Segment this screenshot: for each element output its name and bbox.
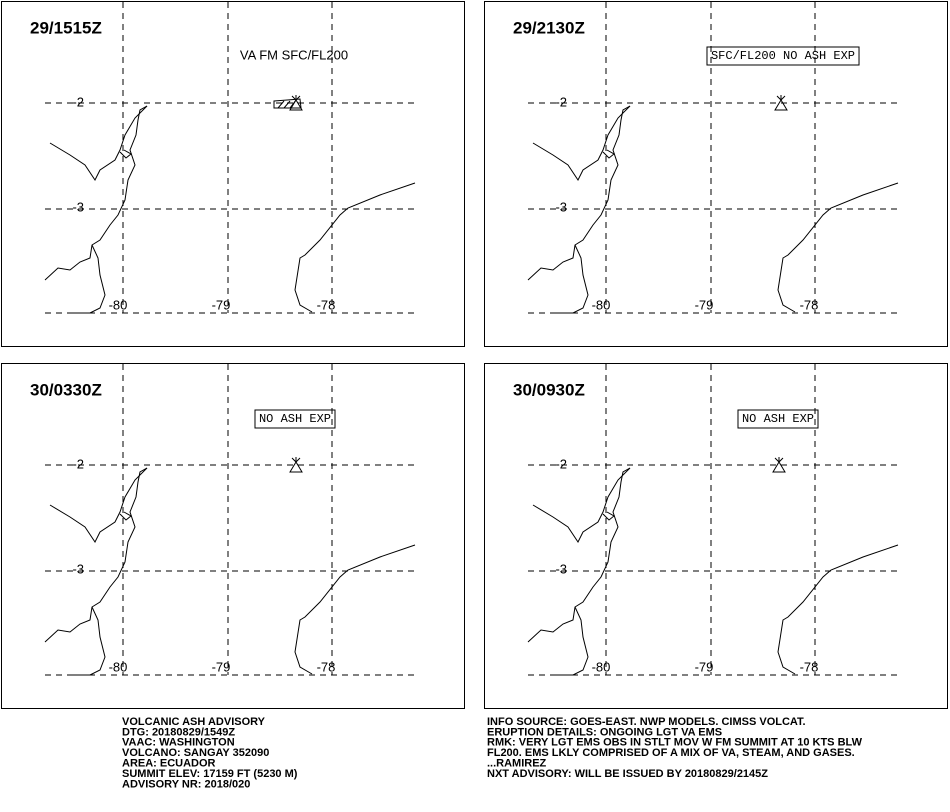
advisory-line: NXT ADVISORY: WILL BE ISSUED BY 20180829… (487, 768, 768, 780)
lon-label: -80 (592, 659, 611, 674)
coastline (555, 606, 589, 676)
advisory-line: VOLCANIC ASH ADVISORY (122, 716, 266, 728)
map-panel: 29/1515Z -2 -3 -80 -79 -78 VA FM SFC/FL200 (1, 1, 465, 347)
coastline (294, 182, 416, 313)
lon-label: -80 (592, 297, 611, 312)
map-panel: 30/0330Z -2 -3 -80 -79 -78 NO ASH EXP (1, 363, 465, 709)
panel-frame (1, 1, 465, 347)
volcano-icon (774, 95, 788, 111)
coastline (555, 244, 589, 314)
lat-label: -3 (555, 561, 567, 576)
ash-annotation: NO ASH EXP (259, 412, 331, 426)
ash-area (273, 98, 302, 109)
coastline (532, 105, 631, 181)
valid-time: 29/1515Z (30, 18, 102, 37)
advisory-line: ERUPTION DETAILS: ONGOING LGT VA EMS (487, 726, 722, 738)
annotation-box (706, 46, 860, 66)
valid-time: 30/0330Z (30, 380, 102, 399)
coastline (72, 606, 106, 676)
coastline (44, 105, 148, 281)
coastline (777, 544, 899, 675)
coastline (44, 467, 148, 643)
lon-label: -79 (695, 659, 714, 674)
valid-time: 30/0930Z (513, 380, 585, 399)
lon-label: -80 (109, 297, 128, 312)
lon-label: -80 (109, 659, 128, 674)
lat-label: -2 (72, 456, 84, 471)
annotation-box (254, 409, 336, 429)
advisory-line: INFO SOURCE: GOES-EAST. NWP MODELS. CIMS… (487, 716, 806, 728)
advisory-line: ADVISORY NR: 2018/020 (122, 778, 250, 790)
coastline (294, 544, 416, 675)
map-panel: 29/2130Z -2 -3 -80 -79 -78 SFC/FL200 NO ASH EX… (484, 1, 948, 347)
volcano-icon (772, 457, 786, 473)
lat-label: -2 (555, 94, 567, 109)
lat-label: -2 (555, 456, 567, 471)
coastline (49, 467, 148, 543)
annotation-box (737, 409, 819, 429)
coastline (119, 149, 132, 159)
advisory-line: DTG: 20180829/1549Z (122, 726, 235, 738)
volcano-icon (289, 457, 303, 473)
advisory-line: VOLCANO: SANGAY 352090 (122, 747, 269, 759)
valid-time: 29/2130Z (513, 18, 585, 37)
lon-label: -78 (317, 297, 336, 312)
ash-annotation: SFC/FL200 NO ASH EXP (711, 49, 855, 63)
advisory-line: RMK: VERY LGT EMS OBS IN STLT MOV W FM S… (487, 737, 863, 749)
coastline (777, 182, 899, 313)
panel-frame (484, 1, 948, 347)
panel-frame (1, 363, 465, 709)
coastline (532, 467, 631, 543)
ash-annotation: VA FM SFC/FL200 (240, 47, 348, 62)
ash-annotation: NO ASH EXP (742, 412, 814, 426)
coastline (119, 511, 132, 521)
map-panel: 30/0930Z -2 -3 -80 -79 -78 NO ASH EXP (484, 363, 948, 709)
coastline (527, 467, 631, 643)
coastline (527, 105, 631, 281)
advisory-line: AREA: ECUADOR (122, 758, 216, 770)
coastline (72, 244, 106, 314)
panel-frame (484, 363, 948, 709)
lon-label: -79 (212, 297, 231, 312)
advisory-line: FL200. EMS LKLY COMPRISED OF A MIX OF VA… (487, 747, 855, 759)
coastline (602, 511, 615, 521)
lat-label: -3 (72, 561, 84, 576)
lat-label: -2 (72, 94, 84, 109)
advisory-line: ...RAMIREZ (487, 758, 547, 770)
advisory-line: VAAC: WASHINGTON (122, 737, 235, 749)
lon-label: -78 (800, 659, 819, 674)
lat-label: -3 (555, 199, 567, 214)
advisory-line: SUMMIT ELEV: 17159 FT (5230 M) (122, 768, 298, 780)
lon-label: -78 (800, 297, 819, 312)
coastline (602, 149, 615, 159)
lat-label: -3 (72, 199, 84, 214)
lon-label: -79 (695, 297, 714, 312)
lon-label: -79 (212, 659, 231, 674)
lon-label: -78 (317, 659, 336, 674)
coastline (49, 105, 148, 181)
